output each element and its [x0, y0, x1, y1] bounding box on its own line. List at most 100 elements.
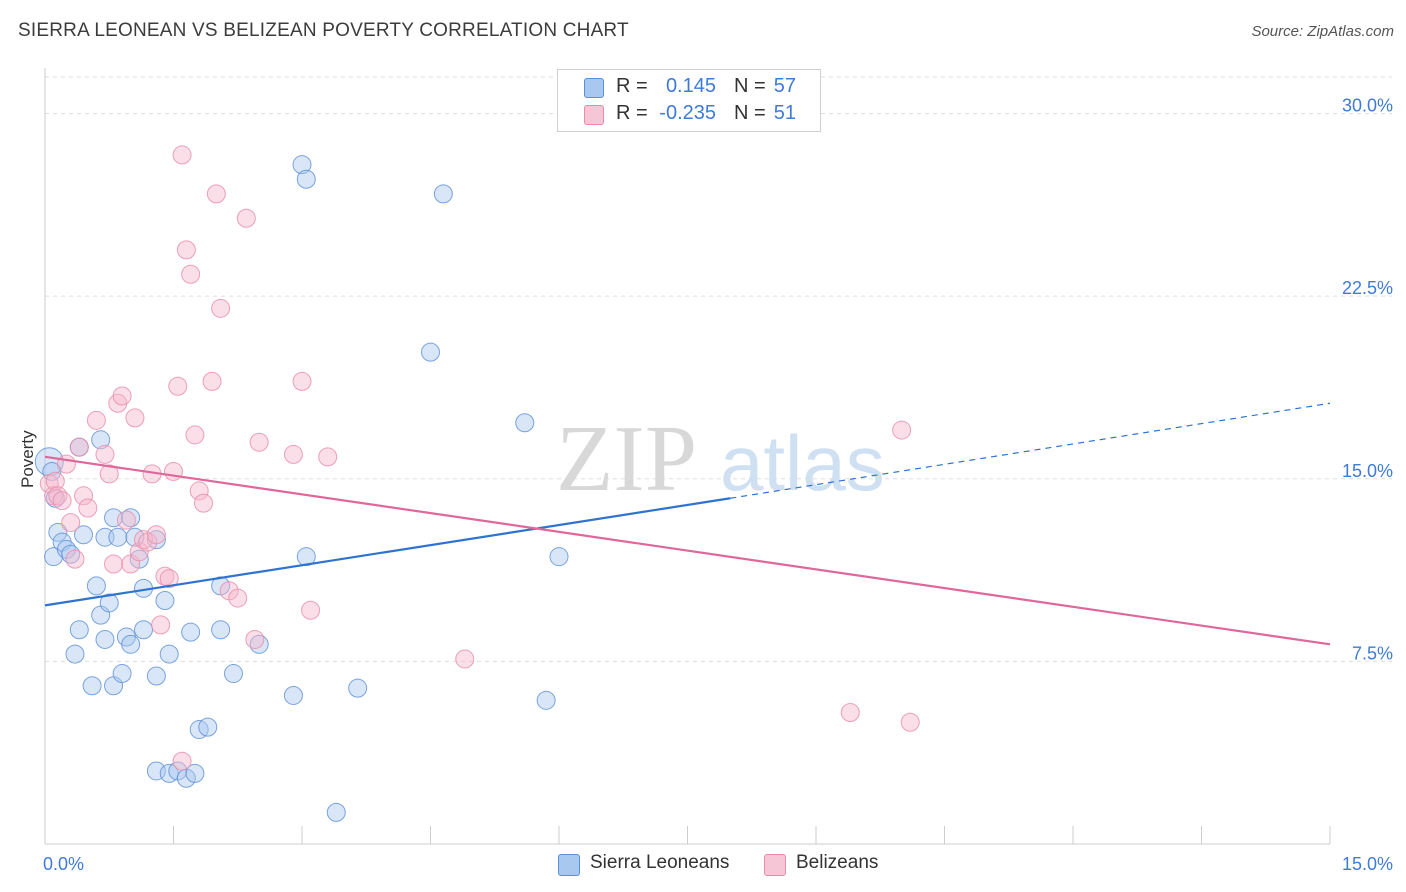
legend-n-value: 51	[773, 102, 796, 124]
legend-n-value: 57	[773, 75, 796, 97]
legend-r-value: 0.145	[665, 75, 716, 97]
point-sierra-leonean	[65, 644, 85, 664]
point-sierra-leonean	[223, 664, 243, 684]
legend-row-belizeans: R = -0.235 N = 51	[558, 102, 820, 128]
point-belizean	[86, 410, 106, 430]
correlation-legend: R = 0.145 N = 57 R = -0.235 N = 51	[557, 69, 821, 132]
point-belizean	[228, 588, 248, 608]
point-sierra-leonean	[91, 430, 111, 450]
point-belizean	[52, 491, 72, 511]
point-belizean	[206, 184, 226, 204]
y-tick-label: 15.0%	[1342, 461, 1393, 481]
point-sierra-leonean	[296, 547, 316, 567]
point-belizean	[74, 486, 94, 506]
point-sierra-leonean	[48, 522, 68, 542]
point-sierra-leonean	[283, 685, 303, 705]
point-sierra-leonean	[112, 664, 132, 684]
point-belizean	[193, 493, 213, 513]
chart-source: Source: ZipAtlas.com	[1251, 23, 1394, 40]
point-belizean	[236, 208, 256, 228]
point-belizean	[56, 454, 76, 474]
point-belizean	[95, 444, 115, 464]
point-belizean	[283, 444, 303, 464]
point-sierra-leonean	[155, 591, 175, 611]
legend-row-sierra-leoneans: R = 0.145 N = 57	[558, 75, 820, 101]
point-belizean	[249, 432, 269, 452]
point-belizean	[245, 629, 265, 649]
point-sierra-leonean	[185, 763, 205, 783]
point-sierra-leonean	[198, 717, 218, 737]
point-belizean	[176, 240, 196, 260]
point-sierra-leonean	[108, 527, 128, 547]
point-sierra-leonean	[82, 676, 102, 696]
legend-swatch-pink	[584, 105, 604, 125]
legend-r-label: R =	[616, 75, 648, 97]
point-sierra-leonean	[292, 155, 312, 175]
y-axis-label: Poverty	[18, 430, 37, 488]
point-belizean	[202, 371, 222, 391]
point-sierra-leonean	[129, 549, 149, 569]
point-belizean	[900, 712, 920, 732]
point-belizean	[44, 486, 64, 506]
trend-lines	[44, 402, 1331, 646]
point-belizean	[211, 298, 231, 318]
trend-line-extension	[730, 402, 1331, 499]
point-belizean	[189, 481, 209, 501]
point-belizean	[65, 549, 85, 569]
point-belizean	[125, 408, 145, 428]
point-sierra-leonean	[86, 576, 106, 596]
legend-n-label: N =	[734, 75, 766, 97]
point-belizean	[164, 461, 183, 481]
point-belizean	[172, 751, 192, 771]
series-label: Belizeans	[796, 852, 879, 873]
point-belizean	[292, 371, 312, 391]
data-points	[34, 145, 920, 822]
y-tick-label: 22.5%	[1342, 278, 1393, 298]
point-belizean	[892, 420, 912, 440]
point-belizean	[840, 703, 860, 723]
point-belizean	[69, 437, 89, 457]
point-sierra-leonean	[69, 620, 89, 640]
series-swatch-pink	[764, 854, 786, 876]
point-belizean	[455, 649, 475, 669]
point-belizean	[151, 615, 171, 635]
y-tick-label: 30.0%	[1342, 96, 1393, 116]
point-belizean	[172, 145, 192, 165]
series-swatch-blue	[558, 854, 580, 876]
point-belizean	[45, 471, 65, 491]
point-sierra-leonean	[515, 413, 535, 433]
point-belizean	[318, 447, 338, 467]
point-belizean	[99, 464, 119, 484]
point-belizean	[301, 600, 321, 620]
point-belizean	[104, 554, 124, 574]
legend-n-label: N =	[734, 102, 766, 124]
point-sierra-leonean	[159, 644, 179, 664]
point-sierra-leonean	[549, 547, 569, 567]
watermark-zip: ZIP	[556, 407, 697, 511]
x-tick-label: 0.0%	[43, 854, 84, 874]
point-belizean	[168, 376, 188, 396]
point-belizean	[159, 569, 179, 589]
point-sierra-leonean	[146, 666, 166, 686]
point-belizean	[181, 264, 201, 284]
legend-r-value: -0.235	[659, 102, 716, 124]
trend-line-belizean	[44, 455, 1331, 646]
point-sierra-leonean	[181, 622, 201, 642]
legend-r-label: R =	[616, 102, 648, 124]
point-belizean	[78, 498, 98, 518]
trend-line-sierra-leonean	[44, 497, 731, 607]
point-sierra-leonean	[99, 593, 119, 613]
y-tick-label: 7.5%	[1352, 643, 1393, 663]
point-sierra-leonean	[134, 620, 154, 640]
watermark-atlas: atlas	[720, 419, 885, 507]
series-label: Sierra Leoneans	[590, 852, 730, 873]
point-belizean	[185, 425, 205, 445]
point-sierra-leonean	[536, 690, 556, 710]
point-sierra-leonean	[121, 634, 141, 654]
point-belizean	[146, 525, 166, 545]
tick-labels: 7.5% 15.0% 22.5% 30.0% 0.0% 15.0%	[43, 96, 1393, 874]
point-sierra-leonean	[433, 184, 453, 204]
point-belizean	[112, 386, 132, 406]
point-belizean	[61, 513, 81, 533]
